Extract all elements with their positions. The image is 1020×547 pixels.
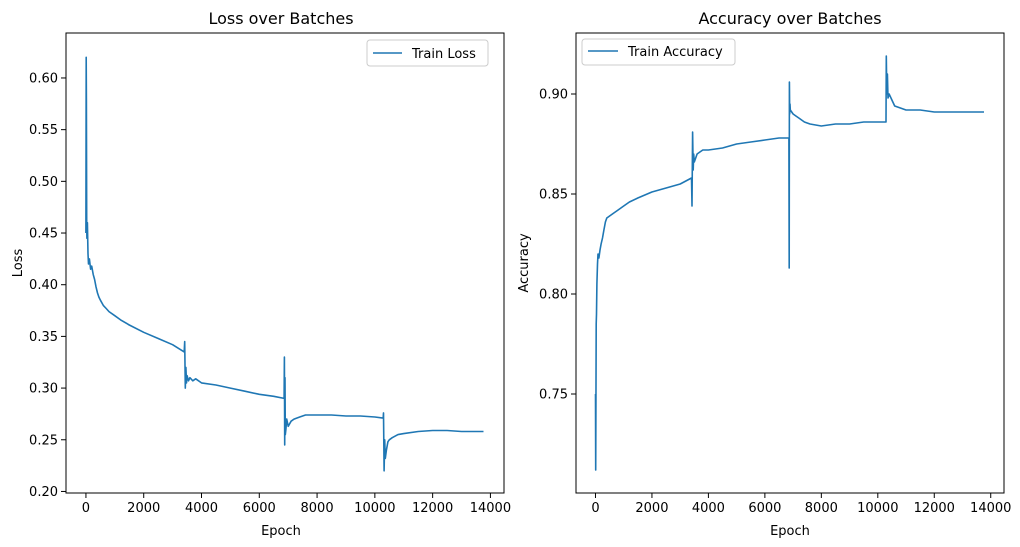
accuracy-chart-title: Accuracy over Batches <box>698 9 881 28</box>
accuracy-legend-label: Train Accuracy <box>627 45 723 60</box>
loss-xtick-label: 6000 <box>243 501 276 516</box>
loss-chart-title: Loss over Batches <box>208 9 353 28</box>
loss-xtick-label: 4000 <box>185 501 218 516</box>
accuracy-legend-box <box>581 38 736 66</box>
loss-chart-ticks: 0 2000 4000 6000 8000 10000 12000 14000 0.20 0.25… <box>29 71 511 516</box>
accuracy-xtick-label: 6000 <box>748 501 781 516</box>
loss-xtick-label: 8000 <box>301 501 334 516</box>
accuracy-chart-legend: Train Accuracy <box>581 38 736 66</box>
loss-chart-frame <box>65 32 505 494</box>
accuracy-chart-frame <box>575 32 1005 494</box>
loss-xtick-label: 12000 <box>412 501 453 516</box>
loss-ytick-label: 0.50 <box>29 175 58 190</box>
accuracy-ytick-label: 0.75 <box>539 388 568 403</box>
accuracy-ytick-label: 0.80 <box>539 288 568 303</box>
accuracy-ytick-label: 0.90 <box>539 88 568 103</box>
loss-ytick-label: 0.55 <box>29 123 58 138</box>
loss-series-line <box>85 56 484 472</box>
accuracy-ytick-label: 0.85 <box>539 188 568 203</box>
accuracy-series-line <box>594 55 984 471</box>
accuracy-xtick-label: 2000 <box>635 501 668 516</box>
loss-ytick-label: 0.20 <box>29 485 58 500</box>
accuracy-chart-ylabel: Accuracy <box>517 233 532 293</box>
loss-ytick-label: 0.60 <box>29 71 58 86</box>
accuracy-xtick-label: 10000 <box>857 501 898 516</box>
loss-xtick-label: 14000 <box>470 501 511 516</box>
loss-legend-label: Train Loss <box>411 47 476 62</box>
loss-ytick-label: 0.25 <box>29 433 58 448</box>
accuracy-xtick-label: 0 <box>591 501 599 516</box>
loss-xtick-label: 2000 <box>127 501 160 516</box>
accuracy-chart-xlabel: Epoch <box>770 524 810 539</box>
accuracy-xtick-label: 8000 <box>805 501 838 516</box>
accuracy-xtick-label: 14000 <box>970 501 1011 516</box>
loss-ytick-label: 0.40 <box>29 278 58 293</box>
accuracy-chart: Accuracy over Batches Epoch Accuracy 0 20… <box>517 9 1011 539</box>
loss-chart-xlabel: Epoch <box>261 524 301 539</box>
loss-legend-box <box>366 39 489 67</box>
loss-ytick-label: 0.30 <box>29 382 58 397</box>
accuracy-chart-plot-area <box>594 55 984 471</box>
accuracy-xtick-label: 4000 <box>692 501 725 516</box>
loss-ytick-label: 0.35 <box>29 330 58 345</box>
accuracy-chart-ticks: 0 2000 4000 6000 8000 10000 12000 14000 0.75 0.80… <box>539 88 1011 517</box>
loss-xtick-label: 10000 <box>354 501 395 516</box>
loss-chart-legend: Train Loss <box>366 39 489 67</box>
loss-chart-plot-area <box>85 56 484 472</box>
loss-ytick-label: 0.45 <box>29 227 58 242</box>
loss-xtick-label: 0 <box>82 501 90 516</box>
accuracy-xtick-label: 12000 <box>914 501 955 516</box>
loss-chart-ylabel: Loss <box>11 249 26 278</box>
loss-chart: Loss over Batches Epoch Loss 0 2000 4000 60… <box>11 9 511 539</box>
